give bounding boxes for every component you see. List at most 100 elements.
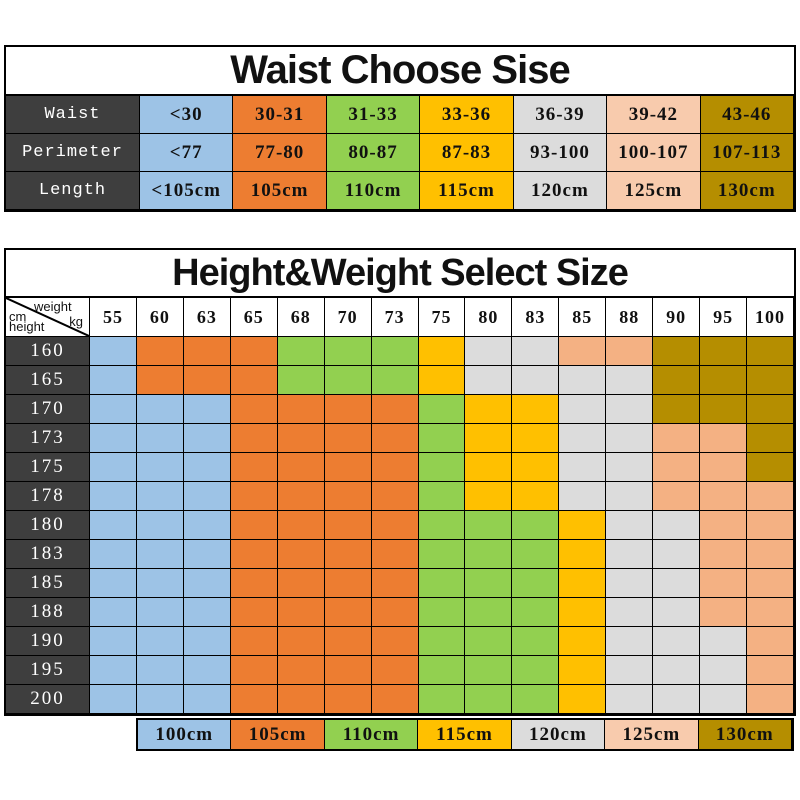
- legend-item: 105cm: [231, 720, 325, 749]
- height-label: 185: [6, 569, 90, 598]
- size-cell: [230, 453, 278, 482]
- size-cell: [559, 598, 607, 627]
- size-cell: [136, 511, 184, 540]
- waist-table-cell: <77: [140, 134, 234, 172]
- size-cell: [183, 685, 231, 714]
- size-cell: [136, 366, 184, 395]
- size-cell: [465, 540, 513, 569]
- size-cell: [747, 482, 794, 511]
- waist-table-cell: 80-87: [326, 134, 421, 172]
- size-cell: [371, 511, 419, 540]
- size-cell: [700, 598, 748, 627]
- size-cell: [465, 627, 513, 656]
- weight-header-cell: 70: [324, 298, 372, 337]
- diagonal-line: [6, 298, 89, 336]
- legend-item: 100cm: [138, 720, 232, 749]
- size-cell: [90, 395, 137, 424]
- size-cell: [90, 540, 137, 569]
- size-cell: [230, 511, 278, 540]
- size-cell: [230, 540, 278, 569]
- weight-header-cell: 63: [183, 298, 231, 337]
- size-cell: [606, 685, 654, 714]
- size-cell: [277, 598, 325, 627]
- waist-table-cell: 87-83: [420, 134, 514, 172]
- size-cell: [90, 424, 137, 453]
- size-cell: [418, 366, 466, 395]
- waist-table-cell: 31-33: [326, 96, 421, 134]
- waist-table-cell: 30-31: [233, 96, 327, 134]
- size-cell: [512, 598, 560, 627]
- size-cell: [747, 656, 794, 685]
- size-cell: [512, 569, 560, 598]
- height-label: 175: [6, 453, 90, 482]
- size-cell: [606, 511, 654, 540]
- weight-header-cell: 73: [371, 298, 419, 337]
- size-cell: [324, 569, 372, 598]
- size-cell: [700, 656, 748, 685]
- size-cell: [230, 366, 278, 395]
- size-cell: [324, 395, 372, 424]
- size-cell: [418, 511, 466, 540]
- size-cell: [465, 685, 513, 714]
- size-cell: [512, 395, 560, 424]
- weight-header-cell: 60: [136, 298, 184, 337]
- size-cell: [183, 482, 231, 511]
- size-cell: [136, 627, 184, 656]
- size-cell: [606, 395, 654, 424]
- size-cell: [418, 395, 466, 424]
- size-cell: [371, 656, 419, 685]
- size-cell: [512, 366, 560, 395]
- size-cell: [606, 656, 654, 685]
- size-cell: [559, 395, 607, 424]
- size-cell: [136, 540, 184, 569]
- size-cell: [559, 540, 607, 569]
- legend-item: 130cm: [698, 720, 792, 749]
- size-cell: [324, 627, 372, 656]
- size-cell: [324, 685, 372, 714]
- weight-header-cell: 80: [465, 298, 513, 337]
- weight-header-cell: 100: [747, 298, 794, 337]
- size-cell: [324, 453, 372, 482]
- waist-table-cell: 130cm: [700, 172, 794, 210]
- size-cell: [277, 511, 325, 540]
- height-label: 180: [6, 511, 90, 540]
- height-label: 188: [6, 598, 90, 627]
- size-cell: [418, 540, 466, 569]
- size-cell: [418, 685, 466, 714]
- size-cell: [606, 337, 654, 366]
- size-cell: [512, 453, 560, 482]
- corner-weight-label: weight: [34, 299, 72, 314]
- size-cell: [230, 424, 278, 453]
- size-cell: [183, 337, 231, 366]
- row-label: Waist: [6, 96, 140, 134]
- size-cell: [277, 366, 325, 395]
- row-label: Length: [6, 172, 140, 210]
- size-cell: [700, 685, 748, 714]
- size-cell: [183, 511, 231, 540]
- size-cell: [606, 627, 654, 656]
- size-cell: [653, 337, 701, 366]
- size-cell: [90, 482, 137, 511]
- size-cell: [512, 656, 560, 685]
- size-cell: [465, 424, 513, 453]
- size-cell: [277, 395, 325, 424]
- size-cell: [277, 424, 325, 453]
- size-cell: [230, 598, 278, 627]
- size-cell: [559, 482, 607, 511]
- weight-header-cell: 88: [606, 298, 654, 337]
- corner-cm-label: cm: [9, 309, 27, 324]
- size-cell: [90, 337, 137, 366]
- weight-header-cell: 65: [230, 298, 278, 337]
- size-cell: [559, 337, 607, 366]
- size-cell: [700, 511, 748, 540]
- weight-header-cell: 68: [277, 298, 325, 337]
- size-cell: [324, 540, 372, 569]
- corner-kg-label: kg: [69, 314, 83, 329]
- height-weight-matrix: cm weight height kg 55 60 63 65 68 70 73 75 80 83 85 88…: [6, 298, 794, 714]
- size-cell: [230, 569, 278, 598]
- size-color-legend: 100cm 105cm 110cm 115cm 120cm 125cm 130cm: [136, 718, 794, 751]
- size-cell: [559, 656, 607, 685]
- size-cell: [371, 540, 419, 569]
- waist-table-cell: 125cm: [607, 172, 701, 210]
- size-cell: [418, 569, 466, 598]
